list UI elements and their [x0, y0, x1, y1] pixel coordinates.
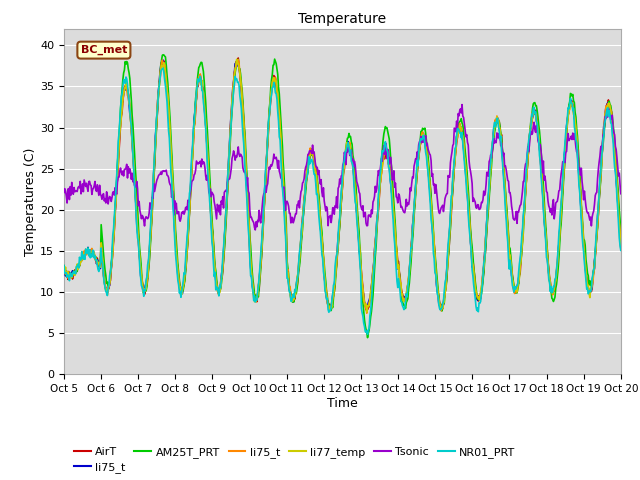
X-axis label: Time: Time	[327, 397, 358, 410]
Legend: AirT, li75_t, AM25T_PRT, li75_t, li77_temp, Tsonic, NR01_PRT: AirT, li75_t, AM25T_PRT, li75_t, li77_te…	[70, 442, 520, 478]
Y-axis label: Temperatures (C): Temperatures (C)	[24, 147, 37, 256]
Text: BC_met: BC_met	[81, 45, 127, 55]
Title: Temperature: Temperature	[298, 12, 387, 26]
